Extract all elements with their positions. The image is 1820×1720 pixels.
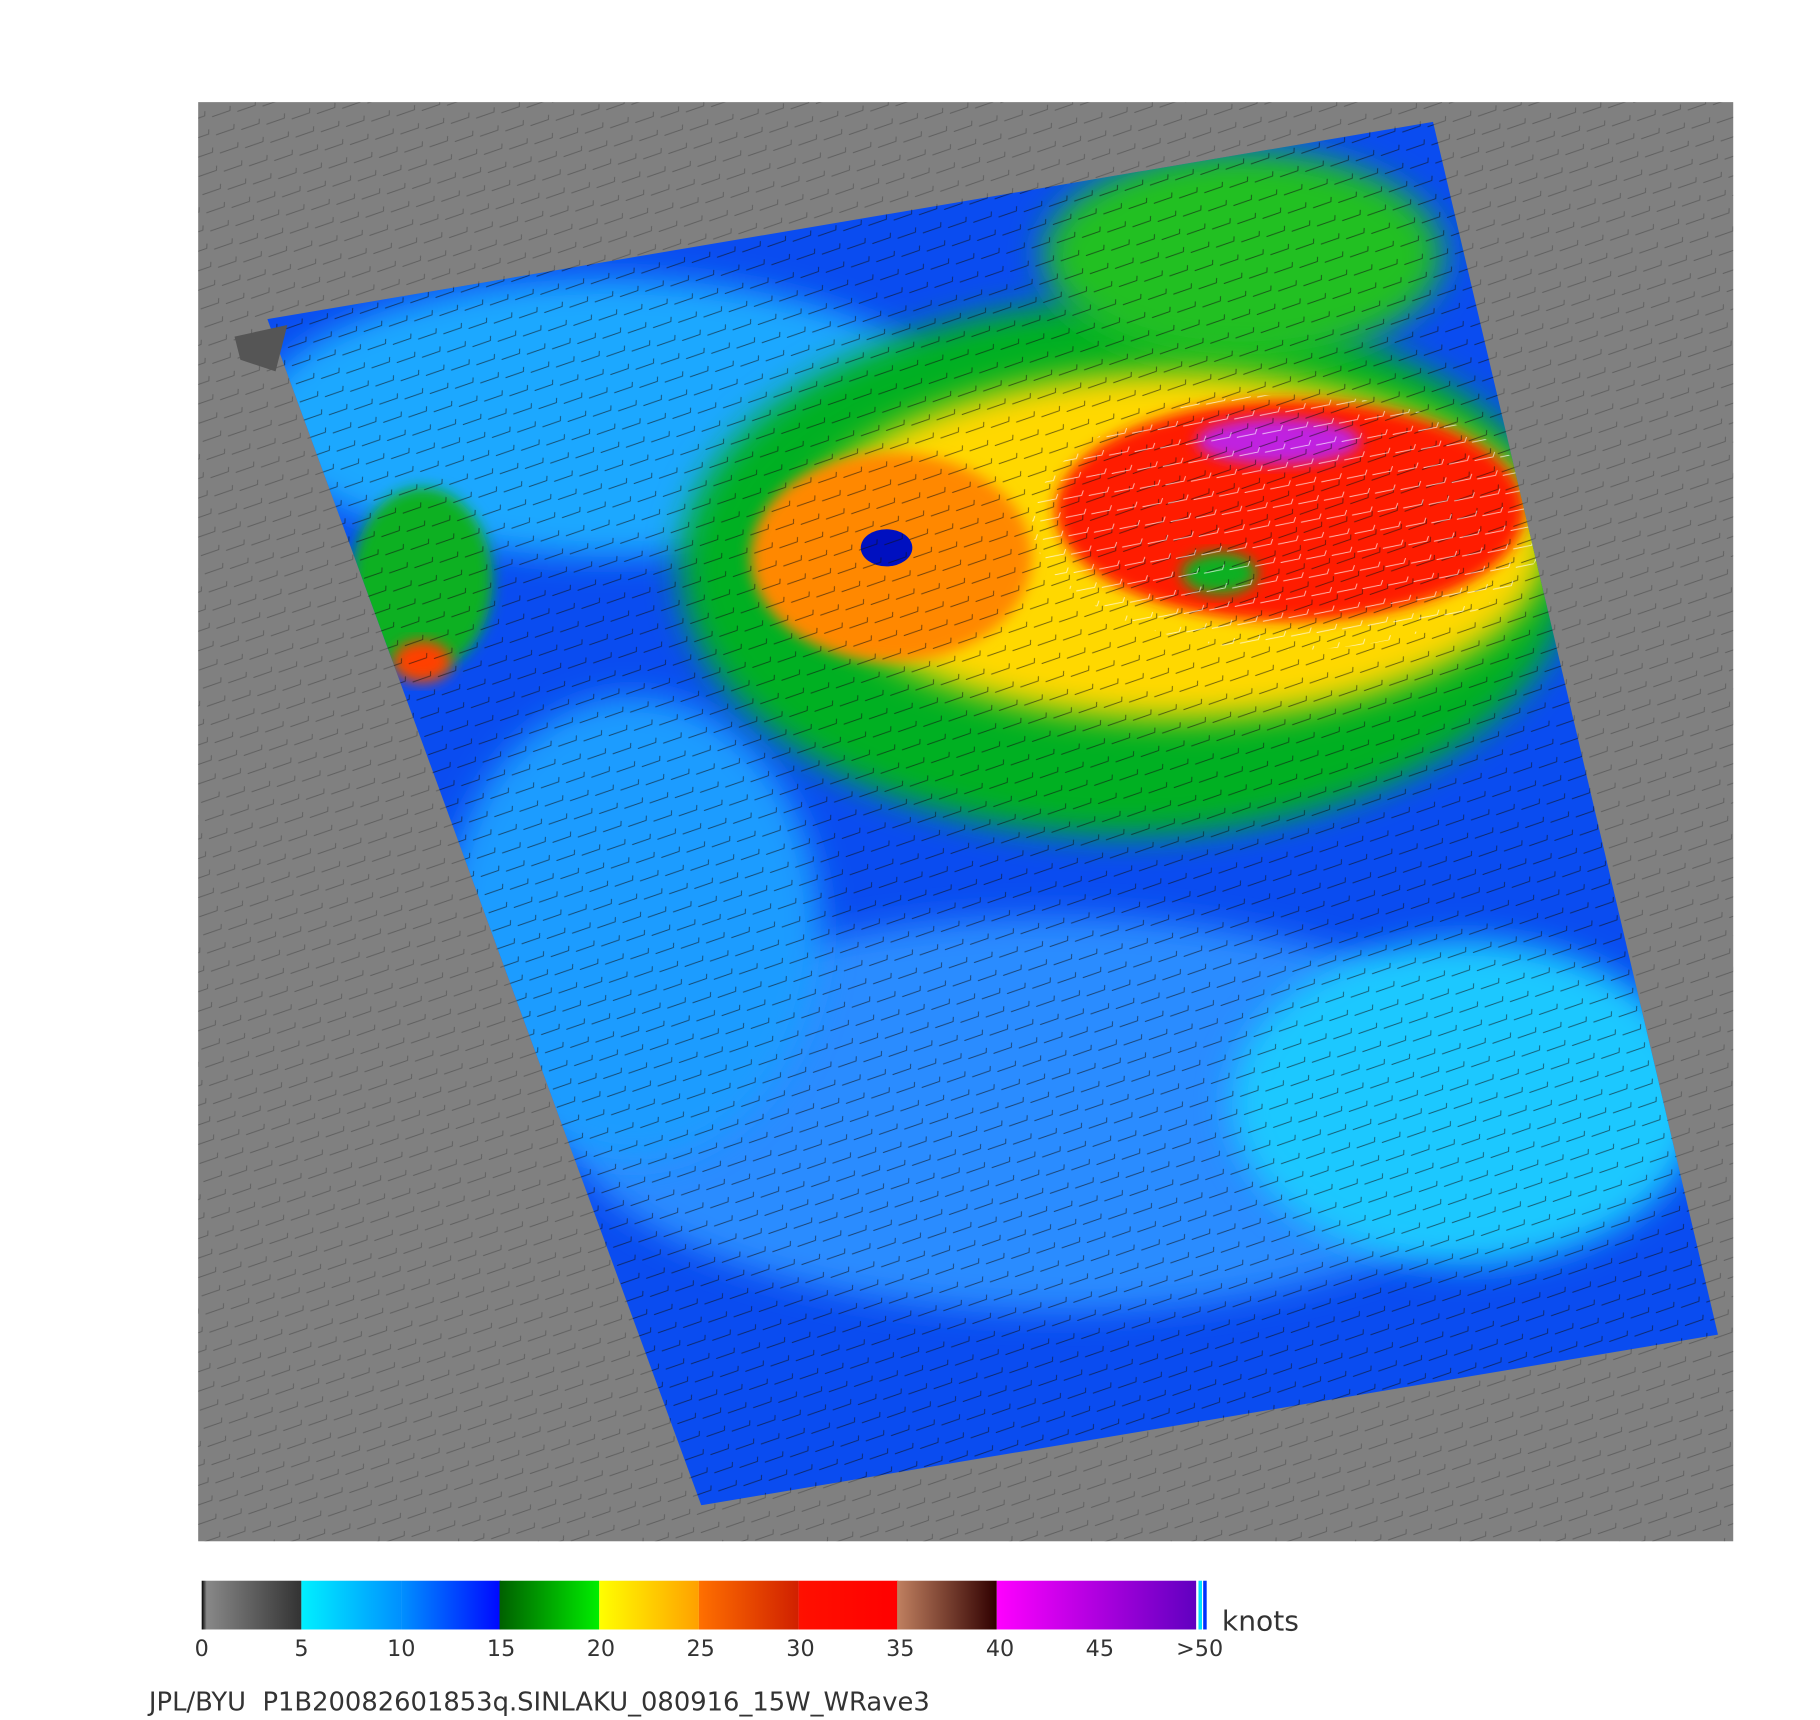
colorbar-tick-label: 40 bbox=[986, 1636, 1014, 1662]
colorbar-tick-label: 20 bbox=[587, 1636, 615, 1662]
colorbar-tick-label: >50 bbox=[1176, 1636, 1223, 1662]
colorbar-tick-label: 0 bbox=[195, 1636, 209, 1662]
colorbar-tick-label: 45 bbox=[1086, 1636, 1114, 1662]
colorbar-tick-label: 25 bbox=[687, 1636, 715, 1662]
footer-label: JPL/BYU P1B20082601853q.SINLAKU_080916_1… bbox=[147, 1688, 930, 1718]
colorbar-tick-label: 5 bbox=[294, 1636, 308, 1662]
land-patch bbox=[234, 324, 288, 372]
colorbar-tick-label: 35 bbox=[886, 1636, 914, 1662]
colorbar bbox=[201, 1580, 1207, 1630]
colorbar-tick-label: 30 bbox=[786, 1636, 814, 1662]
colorbar-tick-label: 10 bbox=[387, 1636, 415, 1662]
wind-swath bbox=[267, 121, 1718, 1506]
colorbar-tick-label: 15 bbox=[487, 1636, 515, 1662]
colorbar-unit: knots bbox=[1222, 1605, 1299, 1638]
